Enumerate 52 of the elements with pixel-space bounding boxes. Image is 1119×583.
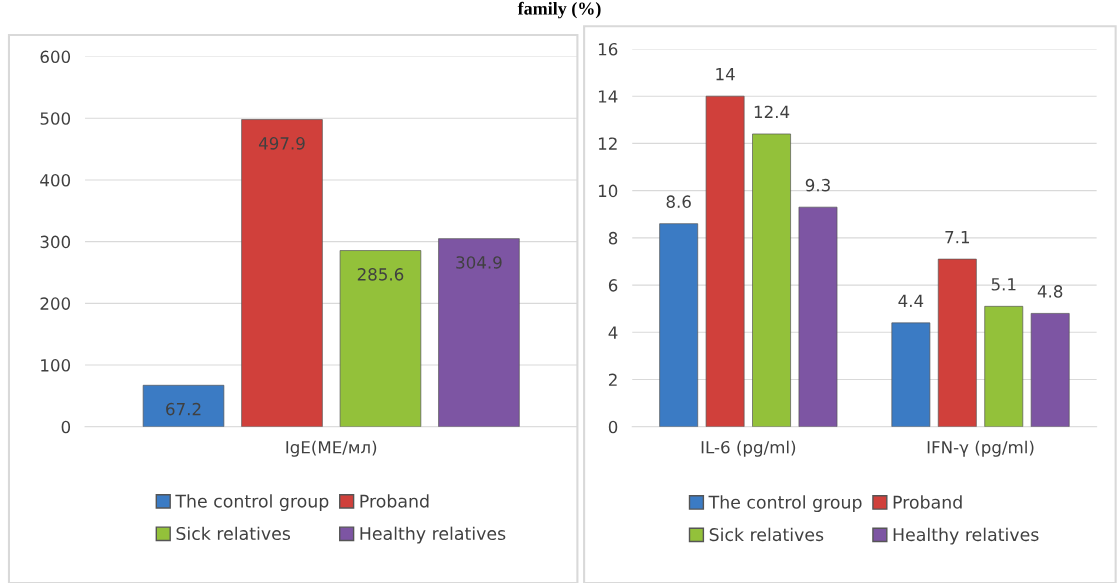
y-tick-label: 600 [40,50,71,64]
data-label: 4.4 [898,294,924,307]
y-tick-label: 100 [41,359,71,372]
bar [798,206,838,427]
y-tick-label: 10 [598,184,618,198]
legend-label: The control group [175,494,329,512]
legend-label: Proband [893,495,962,509]
data-label: 7.1 [945,231,970,244]
legend-label: The control group [708,495,862,513]
y-tick-label: 4 [608,326,618,339]
y-tick-label: 0 [608,420,618,434]
bar [891,322,931,427]
data-label: 285.6 [357,268,404,281]
data-label: 9.3 [805,178,830,192]
bar [984,305,1024,427]
data-label: 67.2 [166,402,201,416]
legend-label: Healthy relatives [360,526,506,544]
x-tick-label: IFN-γ (pg/ml) [927,440,1034,457]
y-tick-label: 0 [61,420,71,434]
bar [659,223,699,427]
y-tick-label: 200 [40,297,71,310]
data-label: 14 [716,68,735,81]
data-label: 4.8 [1037,285,1063,298]
y-tick-label: 12 [598,137,617,150]
bar [752,133,791,427]
y-tick-label: 500 [40,112,71,125]
x-tick-label: IgE(МЕ/мл) [286,440,377,457]
y-tick-label: 8 [608,231,618,245]
bar [241,119,323,427]
legend-label: Healthy relatives [893,527,1039,545]
data-label: 304.9 [456,256,502,269]
data-label: 12.4 [754,105,790,119]
bar [937,258,977,427]
chart-title: family (%) [517,1,601,19]
y-tick-label: 400 [40,173,71,187]
bar [438,238,520,427]
bar [1030,313,1070,427]
bar [705,95,745,427]
y-tick-label: 2 [608,373,617,386]
legend-label: Sick relatives [176,526,291,541]
bar [339,250,422,427]
data-label: 5.1 [991,278,1016,291]
data-label: 497.9 [258,137,305,150]
data-label: 8.6 [666,195,691,208]
y-tick-label: 16 [598,42,618,56]
legend-label: Sick relatives [709,527,824,542]
bar [142,384,225,427]
y-tick-label: 6 [608,279,618,292]
y-tick-label: 300 [40,235,71,249]
y-tick-label: 14 [598,90,618,103]
x-tick-label: IL-6 (pg/ml) [701,440,796,457]
legend-label: Proband [360,494,429,508]
